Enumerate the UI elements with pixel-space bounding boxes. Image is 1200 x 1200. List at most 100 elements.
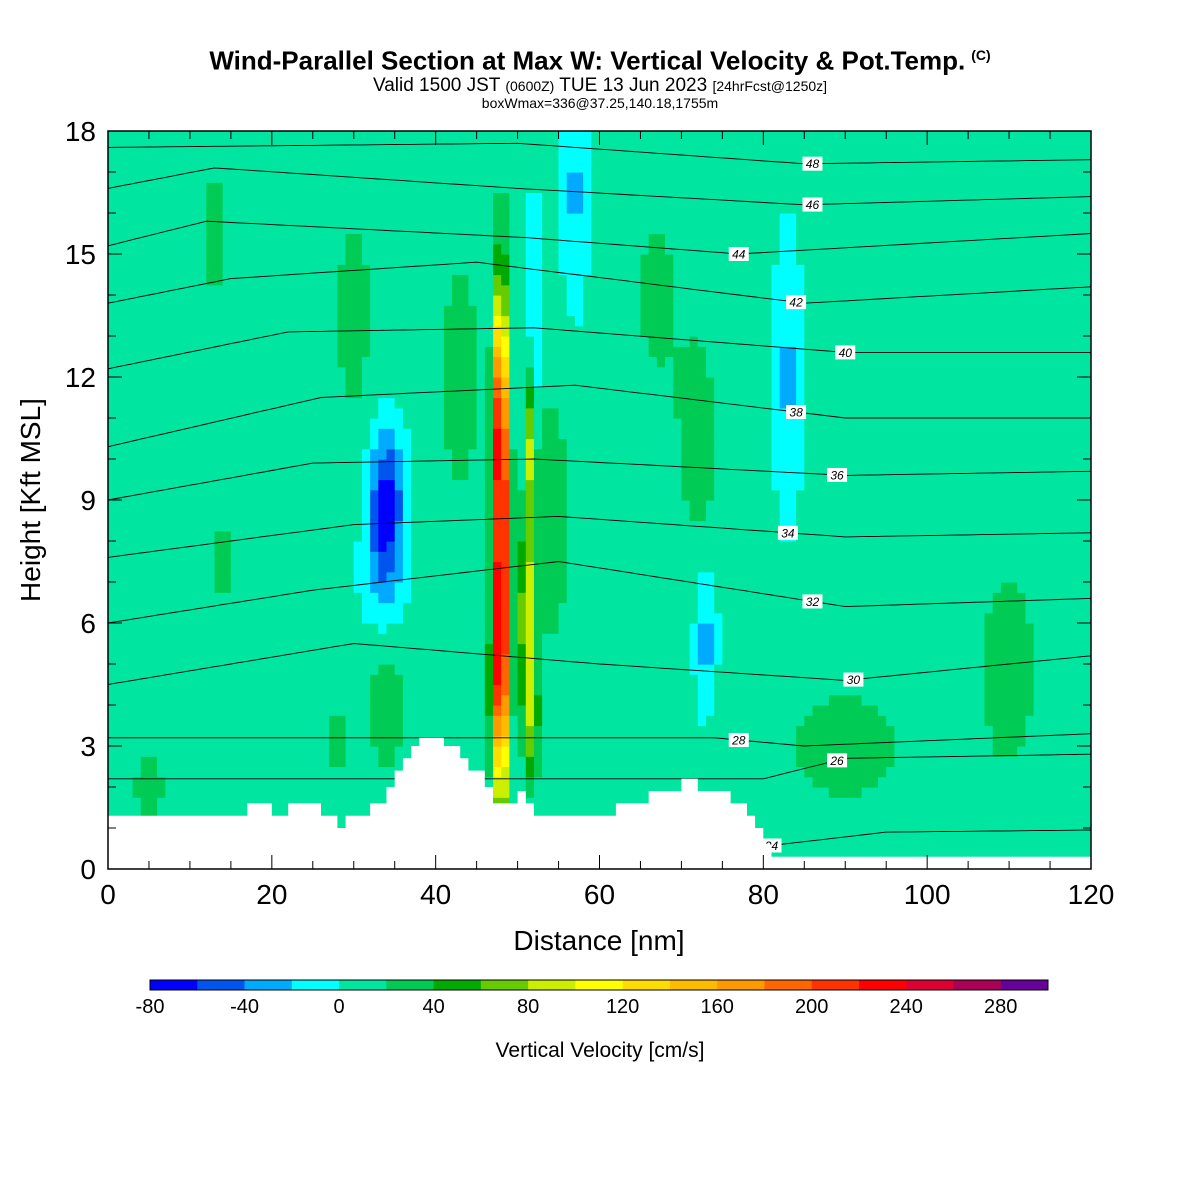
w-cell (607, 633, 617, 645)
w-cell (296, 161, 306, 173)
w-cell (140, 653, 150, 665)
w-cell (460, 725, 470, 737)
w-cell (189, 643, 199, 655)
w-cell (509, 776, 519, 788)
w-cell (542, 510, 551, 522)
w-cell (427, 274, 437, 286)
w-cell (329, 643, 338, 655)
w-cell (132, 623, 142, 634)
w-cell (271, 264, 281, 276)
w-cell (378, 264, 388, 276)
w-cell (542, 397, 551, 409)
w-cell (648, 192, 658, 204)
w-cell (222, 172, 232, 183)
w-cell (378, 612, 388, 624)
w-cell (615, 571, 625, 583)
w-cell (247, 141, 257, 153)
w-cell (181, 612, 191, 624)
w-cell (624, 653, 633, 665)
w-cell (566, 213, 576, 224)
w-cell (132, 664, 142, 675)
w-cell (140, 366, 150, 378)
w-cell (656, 489, 666, 501)
w-cell (304, 428, 314, 440)
w-cell (247, 787, 257, 798)
w-cell (574, 387, 584, 399)
w-cell (189, 541, 199, 552)
w-cell (476, 182, 486, 194)
w-cell (533, 295, 543, 306)
w-cell (312, 254, 322, 265)
w-cell (124, 756, 134, 768)
w-cell (247, 592, 257, 604)
w-cell (607, 223, 617, 235)
w-cell (460, 602, 470, 614)
w-cell (198, 479, 207, 491)
w-cell (550, 756, 560, 768)
w-cell (435, 233, 445, 245)
w-cell (665, 469, 674, 481)
w-cell (378, 151, 388, 163)
w-cell (615, 612, 625, 624)
w-cell (583, 725, 592, 737)
w-cell (411, 592, 420, 604)
w-cell (591, 264, 601, 276)
w-cell (280, 469, 289, 481)
w-cell (296, 500, 306, 511)
w-cell (157, 418, 166, 429)
w-cell (378, 674, 388, 686)
w-cell (140, 284, 150, 296)
w-cell (271, 233, 281, 245)
w-cell (165, 243, 175, 255)
w-cell (542, 530, 551, 542)
w-cell (493, 489, 502, 501)
w-cell (656, 438, 666, 450)
w-cell (288, 684, 298, 696)
w-cell (394, 295, 404, 306)
w-cell (378, 694, 388, 706)
w-cell (460, 141, 470, 153)
w-cell (615, 735, 625, 747)
w-cell (394, 213, 404, 224)
w-cell (591, 807, 601, 819)
w-cell (501, 428, 510, 440)
w-cell (124, 469, 134, 481)
w-cell (140, 182, 150, 194)
w-cell (542, 602, 551, 614)
w-cell (443, 161, 453, 173)
w-cell (484, 746, 494, 757)
w-cell (165, 807, 175, 819)
w-cell (394, 264, 404, 276)
w-cell (583, 397, 592, 409)
w-cell (181, 428, 191, 440)
w-cell (247, 530, 257, 542)
w-cell (222, 336, 232, 347)
w-cell (493, 520, 502, 532)
w-cell (566, 684, 576, 696)
w-cell (255, 561, 265, 573)
w-cell (206, 264, 216, 276)
w-cell (288, 602, 298, 614)
w-cell (386, 131, 396, 142)
w-cell (263, 582, 273, 593)
w-cell (239, 284, 248, 296)
w-cell (255, 705, 265, 716)
w-cell (656, 510, 666, 522)
w-cell (345, 274, 355, 286)
w-cell (443, 551, 453, 563)
w-cell (599, 807, 609, 819)
w-cell (501, 141, 510, 153)
w-cell (624, 418, 633, 429)
w-cell (165, 510, 175, 522)
w-cell (648, 479, 658, 491)
w-cell (378, 182, 388, 194)
w-cell (607, 161, 617, 173)
w-cell (533, 541, 543, 552)
w-cell (468, 315, 478, 327)
w-cell (181, 715, 191, 727)
w-cell (501, 305, 510, 317)
w-cell (263, 541, 273, 552)
w-cell (427, 623, 437, 634)
w-cell (337, 274, 347, 286)
